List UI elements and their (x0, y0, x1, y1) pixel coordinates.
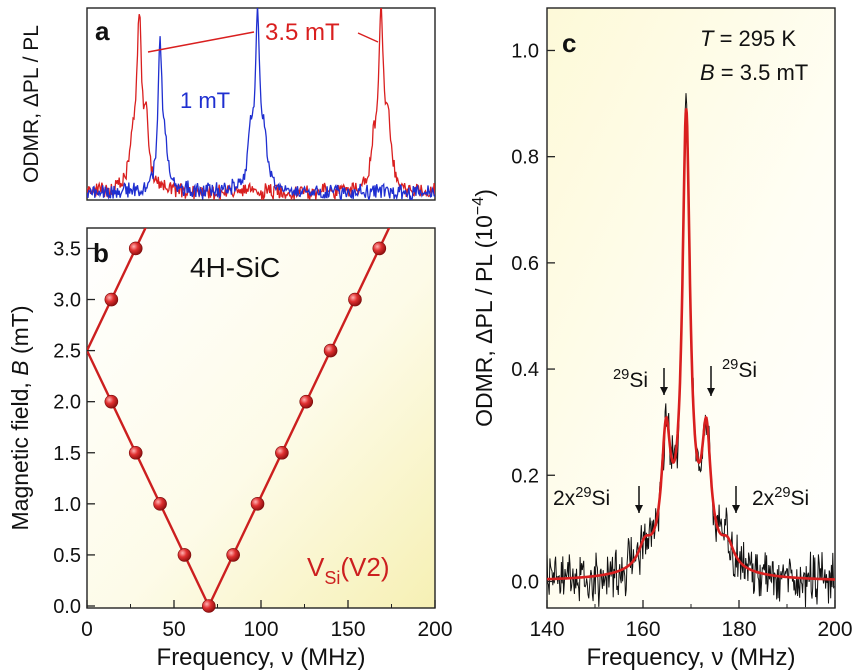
panel-c-ytick-label-2: 0.4 (511, 359, 539, 381)
panel-b-point-7 (104, 394, 119, 409)
panel-c-arrowhead-3 (732, 505, 740, 513)
panel-c-condition-B: B = 3.5 mT (700, 60, 808, 85)
panel-b-ytick-label-6: 3.0 (53, 290, 81, 312)
panel-b-point-8 (299, 394, 314, 409)
panel-b-xtick-label-1: 50 (162, 618, 185, 641)
panel-b-series-label: VSi(V2) (307, 552, 389, 588)
panel-b-ylabel: Magnetic field, B (mT) (7, 306, 33, 531)
panel-a-series-3p5mT (87, 8, 435, 200)
panel-b-xtick-label-0: 0 (81, 618, 93, 641)
panel-c-ytick-label-5: 1.0 (511, 40, 539, 62)
panel-a-letter: a (95, 16, 110, 46)
panel-a-ylabel: ODMR, ΔPL / PL (20, 25, 43, 183)
panel-b-ytick-label-0: 0.0 (53, 596, 81, 618)
panel-b-frame (86, 227, 436, 609)
panel-b-ytick-label-5: 2.5 (53, 341, 81, 363)
panel-b-xlabel: Frequency, ν (MHz) (157, 644, 366, 671)
panel-c-ytick-label-0: 0.0 (511, 571, 539, 593)
panel-c-xtick-label-3: 200 (817, 618, 852, 641)
panel-c-ytick-label-1: 0.2 (511, 465, 539, 487)
panel-c-ytick-label-3: 0.6 (511, 253, 539, 275)
panel-b-ytick-label-3: 1.5 (53, 443, 81, 465)
panel-b-ytick-label-7: 3.5 (53, 238, 81, 260)
panel-c-ytick-label-4: 0.8 (511, 147, 539, 169)
panel-b-xtick-label-3: 150 (330, 618, 365, 641)
panel-b-point-12 (128, 241, 143, 256)
panel-c-annotation-0: 29Si (613, 367, 648, 392)
panel-b-point-13 (372, 241, 387, 256)
panel-b-letter: b (93, 238, 109, 268)
panel-c-xtick-label-0: 140 (529, 618, 564, 641)
panel-c: 140 160 180 200 0.0 0.2 0.4 0.6 0.8 1.0 29Si 29Si… (469, 7, 853, 671)
panel-c-series-fit (547, 108, 835, 581)
panel-b-point-1 (177, 548, 192, 562)
panel-b-fit-line-0 (87, 350, 210, 607)
panel-b-material: 4H-SiC (190, 252, 280, 283)
panel-c-xtick-label-1: 160 (625, 618, 660, 641)
panel-b-point-9 (323, 343, 338, 358)
panel-c-arrowhead-0 (660, 387, 668, 395)
panel-c-xlabel: Frequency, ν (MHz) (587, 644, 796, 671)
panel-b-xtick-label-4: 200 (417, 618, 452, 641)
panel-b-ytick-label-4: 2.0 (53, 392, 81, 414)
panel-a-label-3p5mT: 3.5 mT (265, 19, 340, 46)
panel-c-arrowhead-1 (707, 388, 715, 396)
panel-a-label-1mT: 1 mT (180, 88, 230, 113)
panel-b-point-5 (128, 445, 143, 460)
panel-b-ytick-label-1: 0.5 (53, 545, 81, 567)
panel-b-xtick-label-2: 100 (243, 618, 278, 641)
panel-a-label-line-right (357, 32, 379, 43)
panel-c-annotation-1: 29Si (722, 357, 757, 382)
panel-c-annotation-3: 2x29Si (752, 485, 809, 510)
panel-c-xtick-label-2: 180 (721, 618, 756, 641)
panel-b-fit-line-1 (207, 228, 391, 607)
panel-b-point-10 (104, 292, 119, 307)
panel-a: a 3.5 mT 1 mT ODMR, ΔPL / PL (20, 7, 436, 201)
panel-b-point-3 (153, 497, 167, 511)
panel-b-point-11 (348, 292, 362, 307)
panel-b-ytick-label-2: 1.0 (53, 494, 81, 516)
panel-b: 0 50 100 150 200 0.00.51.01.52.02.53.03.5 b … (7, 227, 453, 671)
panel-c-letter: c (562, 28, 576, 58)
panel-b-point-6 (275, 445, 289, 460)
panel-c-ylabel: ODMR, ΔPL / PL (10−4) (469, 189, 497, 427)
panel-c-condition-T: T = 295 K (700, 26, 796, 51)
panel-a-series-1mT (87, 8, 435, 200)
panel-b-point-4 (250, 497, 265, 511)
panel-c-arrowhead-2 (635, 505, 643, 513)
panel-b-point-0 (202, 599, 216, 613)
panel-c-annotation-2: 2x29Si (553, 485, 610, 510)
panel-b-point-2 (226, 548, 240, 562)
panel-a-label-line-left (147, 31, 255, 53)
